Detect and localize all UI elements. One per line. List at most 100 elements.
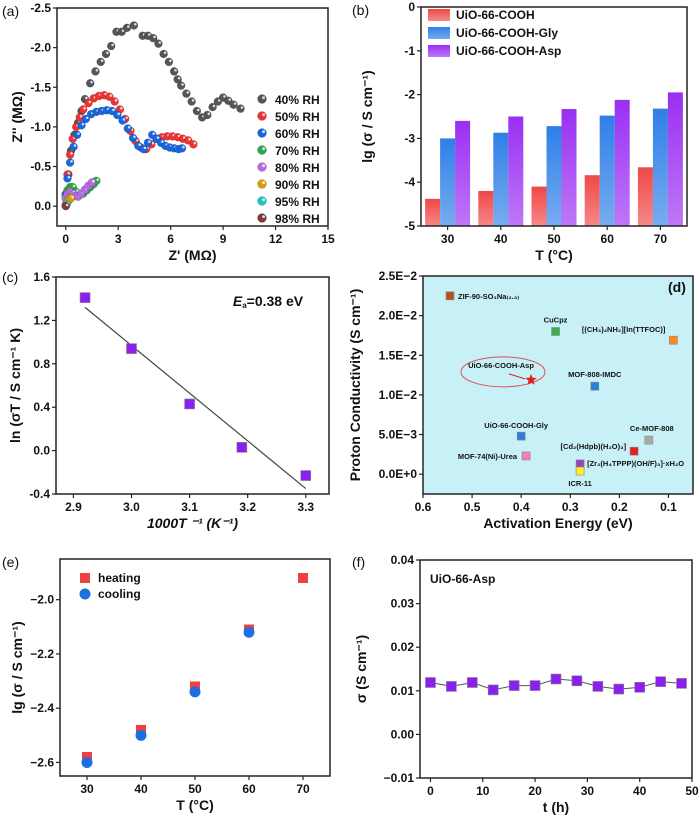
- data-point-50rh-highlight: [83, 106, 86, 110]
- x-axis-label-e: T (°C): [176, 797, 213, 813]
- legend-marker-highlight: [262, 164, 266, 168]
- data-point-40rh: [203, 110, 212, 120]
- comparison-point: [669, 335, 678, 345]
- data-point-40rh-highlight: [111, 43, 114, 47]
- bar-uio-66-cooh: [584, 175, 600, 226]
- x-axis-label-c: 1000T ⁻¹ (K⁻¹): [147, 515, 238, 531]
- data-point-50rh-highlight: [114, 99, 118, 102]
- y-tick-label-b: -2: [404, 88, 415, 102]
- y-tick-label-b: -1: [404, 44, 415, 58]
- data-point-60rh-highlight: [67, 175, 71, 179]
- data-point: [184, 398, 195, 410]
- point-label: ZIF-90-SO₃Na₍₂.₃₎: [458, 292, 519, 301]
- data-point-cooling: [243, 626, 255, 638]
- y-tick-label-c: 1.6: [33, 270, 50, 284]
- axes-frame-c: [55, 276, 330, 495]
- data-point-60rh-highlight: [138, 143, 141, 147]
- y-tick-label-a: -1.0: [30, 120, 51, 134]
- panel-label-e: (e): [2, 554, 19, 570]
- bar-uio-66-cooh: [531, 186, 547, 226]
- highlight-label: UiO-66-COOH-Asp: [468, 361, 534, 370]
- data-point: [634, 682, 645, 693]
- data-point-60rh: [63, 174, 72, 183]
- data-point-50rh-highlight: [120, 106, 123, 110]
- y-tick-label-a: -2.5: [30, 1, 51, 15]
- data-point-40rh-highlight: [228, 98, 232, 101]
- comparison-point: [445, 291, 455, 301]
- panel-b: 30 40 50 60 70 0 -1 -2 -3 -4 -5 T (°C) lg (σ / S cm⁻…: [352, 0, 688, 263]
- data-point-40rh: [192, 106, 202, 116]
- data-point-50rh-highlight: [79, 114, 83, 118]
- bar-uio-66-cooh-gly: [599, 115, 615, 226]
- data-point-cooling: [135, 729, 147, 741]
- comparison-point: [521, 451, 531, 461]
- bar-uio-66-cooh: [478, 190, 494, 226]
- data-point-40rh-highlight: [158, 41, 162, 44]
- data-point-40rh-highlight: [186, 91, 190, 94]
- panel-label-a: (a): [2, 3, 19, 19]
- y-tick-label-e: −2.6: [30, 755, 54, 769]
- x-tick-label-a: 0: [62, 232, 69, 246]
- axes-frame-d: [422, 275, 694, 495]
- data-point-40rh: [129, 21, 139, 30]
- y-tick-label-f: −0.01: [384, 771, 415, 785]
- data-point-40rh: [91, 67, 100, 76]
- x-tick-label-c: 3.3: [297, 500, 314, 514]
- legend-marker: [79, 588, 91, 600]
- panel-label-b: (b): [352, 2, 369, 18]
- data-point-60rh-highlight: [117, 112, 120, 116]
- data-point-60rh: [72, 130, 82, 140]
- data-point-40rh-highlight: [233, 102, 237, 105]
- legend-label: heating: [98, 571, 141, 585]
- x-tick-label-d: 0.6: [415, 500, 432, 514]
- data-point-40rh-highlight: [181, 83, 184, 86]
- y-tick-label-b: 0: [408, 0, 415, 14]
- x-tick-label-a: 6: [167, 232, 174, 246]
- x-tick-label-a: 15: [321, 232, 335, 246]
- point-label: CuCpz: [544, 315, 568, 324]
- y-axis-label-b: lg (σ / S cm⁻¹): [359, 70, 375, 162]
- data-point-60rh-highlight: [156, 136, 160, 139]
- data-point-40rh-highlight: [169, 59, 172, 62]
- y-tick-label-c: -0.4: [29, 487, 50, 501]
- data-point-98rh-highlight: [65, 203, 69, 207]
- bar-uio-66-cooh-asp: [614, 99, 630, 226]
- data-point-60rh-highlight: [148, 140, 151, 143]
- data-point-98rh: [61, 201, 70, 211]
- y-tick-label-f: 0.04: [391, 553, 415, 567]
- activation-energy-annotation: Ea=0.38 eV: [233, 293, 304, 310]
- legend-marker-highlight: [262, 215, 266, 219]
- panel-label-f: (f): [352, 554, 365, 570]
- data-point-60rh-highlight: [85, 116, 89, 120]
- x-tick-label-d: 0.5: [464, 500, 481, 514]
- data-point-50rh-highlight: [70, 152, 73, 155]
- legend-marker-highlight: [262, 147, 266, 151]
- x-tick-label-c: 3.2: [239, 500, 256, 514]
- legend-marker: [80, 573, 90, 583]
- y-tick-label-d: 5.0E−3: [379, 428, 418, 442]
- legend-marker: [257, 196, 267, 206]
- x-tick-label-e: 70: [296, 782, 310, 796]
- bar-uio-66-cooh-asp: [561, 109, 577, 226]
- point-label: UiO-66-COOH-Gly: [484, 421, 549, 430]
- legend-marker-highlight: [262, 113, 266, 117]
- data-point: [676, 678, 687, 689]
- data-point-40rh: [106, 41, 116, 51]
- data-point: [508, 680, 520, 691]
- y-tick-label-a: -1.5: [30, 80, 51, 94]
- legend-label: UiO-66-COOH-Asp: [456, 44, 561, 58]
- data-point-60rh: [128, 133, 138, 143]
- bar-uio-66-cooh-gly: [440, 138, 456, 226]
- axes-frame-a: [56, 7, 329, 227]
- y-axis-label-e: lg (σ / S cm⁻¹): [9, 621, 25, 713]
- y-axis-label-d: Proton Conductivity (S cm⁻¹): [347, 289, 363, 482]
- data-point-40rh: [85, 79, 95, 88]
- y-axis-label-a: Z'' (MΩ): [9, 91, 25, 142]
- comparison-point: [551, 327, 560, 336]
- y-tick-label-f: 0.02: [391, 640, 415, 654]
- data-point: [529, 680, 541, 691]
- data-point-50rh-highlight: [88, 100, 92, 104]
- x-axis-label-a: Z' (MΩ): [169, 247, 217, 263]
- data-point-60rh-highlight: [182, 145, 185, 149]
- panel-label-c: (c): [2, 269, 18, 285]
